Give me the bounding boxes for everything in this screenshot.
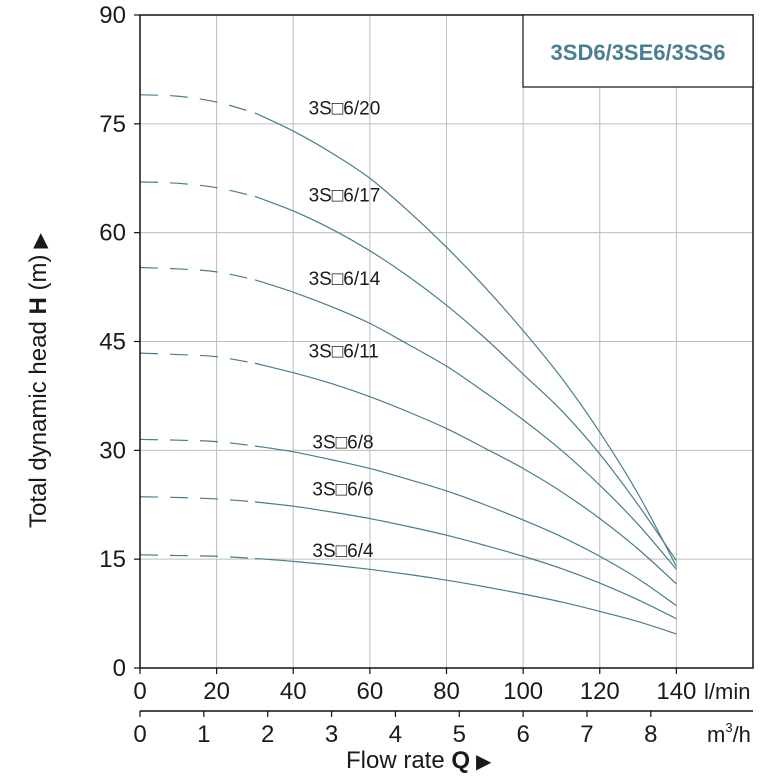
x-axis-ticks-m3h: 0 1 2 3 4 5 6 7 8: [133, 710, 753, 748]
series-label: 3S□6/14: [309, 269, 381, 290]
series-label: 3S□6/4: [312, 541, 374, 562]
m3h-tick-label: 7: [580, 721, 593, 748]
y-tick-label: 15: [99, 546, 126, 573]
curve-dashed-segment: [139, 181, 256, 197]
x-tick-label: 100: [503, 678, 543, 705]
x-tick-label: 40: [280, 678, 307, 705]
y-tick-label: 90: [99, 2, 126, 29]
y-axis-title: Total dynamic head H (m)▶: [25, 233, 52, 528]
y-tick-label: 0: [113, 655, 126, 682]
x-axis-title: Flow rate Q ▶: [346, 747, 492, 774]
x-axis-ticks-lmin: 0 20 40 60 80 100 120 140: [133, 668, 696, 705]
series-label: 3S□6/11: [309, 342, 379, 363]
curve-dashed-segment: [139, 266, 256, 281]
grid-lines: [140, 15, 753, 668]
y-axis-ticks: 0 15 30 45 60 75 90: [99, 2, 140, 682]
curve-dashed-segment: [139, 438, 256, 447]
curve-3s-6-4: [254, 557, 677, 635]
curve-3s-6-14: [254, 279, 677, 570]
m3h-tick-label: 6: [516, 721, 529, 748]
title-badge: 3SD6/3SE6/3SS6: [522, 14, 754, 88]
y-tick-label: 45: [99, 329, 126, 356]
curve-dashed-segment: [139, 352, 256, 364]
m3h-tick-label: 8: [644, 721, 657, 748]
m3h-tick-label: 0: [133, 721, 146, 748]
curve-dashed-segment: [139, 496, 255, 503]
x-tick-label: 0: [133, 678, 146, 705]
m3h-tick-label: 1: [197, 721, 210, 748]
curve-labels: 3S□6/20 3S□6/17 3S□6/14 3S□6/11 3S□6/8 3S□6/6…: [309, 99, 381, 563]
series-label: 3S□6/20: [309, 99, 381, 120]
x-unit-m3h: m3/h: [707, 720, 751, 747]
chart-title: 3SD6/3SE6/3SS6: [551, 40, 726, 65]
m3h-tick-label: 4: [389, 721, 402, 748]
curve-3s-6-20: [254, 112, 677, 567]
curve-3s-6-8: [254, 445, 677, 607]
m3h-tick-label: 2: [261, 721, 274, 748]
curve-3s-6-6: [254, 501, 677, 620]
x-tick-label: 140: [656, 678, 696, 705]
curve-3s-6-17: [254, 195, 677, 561]
performance-curves: [139, 94, 677, 635]
x-unit-lmin: l/min: [704, 679, 750, 704]
x-tick-label: 80: [433, 678, 460, 705]
y-tick-label: 75: [99, 111, 126, 138]
series-label: 3S□6/8: [312, 432, 373, 453]
curve-dashed-segment: [139, 94, 256, 114]
curve-dashed-segment: [139, 554, 255, 560]
x-tick-label: 20: [203, 678, 230, 705]
x-tick-label: 60: [357, 678, 384, 705]
y-tick-label: 30: [99, 437, 126, 464]
m3h-tick-label: 3: [325, 721, 338, 748]
y-tick-label: 60: [99, 220, 126, 247]
m3h-tick-label: 5: [453, 721, 466, 748]
x-tick-label: 120: [580, 678, 620, 705]
series-label: 3S□6/6: [312, 479, 373, 500]
curve-3s-6-11: [254, 362, 677, 585]
series-label: 3S□6/17: [309, 186, 381, 207]
